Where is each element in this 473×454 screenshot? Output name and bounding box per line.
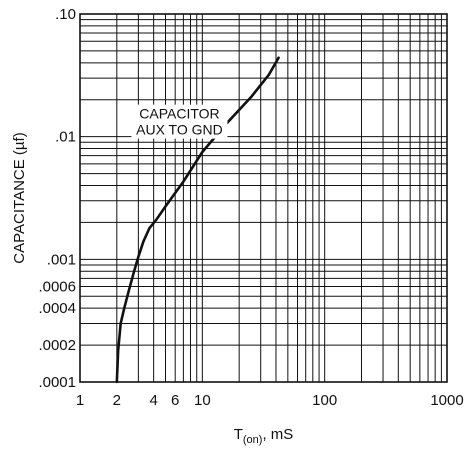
y-tick-label: .0002	[38, 337, 76, 354]
y-tick-label: .10	[55, 6, 76, 23]
annotation-line-2: AUX TO GND	[136, 122, 223, 138]
x-axis-label: T(on), mS	[234, 426, 294, 446]
annotation-line-1: CAPACITOR	[139, 106, 219, 122]
y-tick-label: .0004	[38, 300, 76, 317]
series-line	[115, 56, 280, 384]
x-tick-label: 1000	[430, 392, 463, 409]
x-axis-label-subscript: (on)	[243, 434, 263, 446]
y-tick-label: .001	[47, 251, 76, 268]
plot-frame	[79, 13, 448, 383]
x-axis-label-unit: , mS	[262, 426, 293, 443]
x-tick-label: 6	[171, 392, 179, 409]
y-tick-label: .0001	[38, 374, 76, 391]
y-axis-label: CAPACITANCE (µf)	[11, 132, 28, 263]
x-tick-label: 10	[194, 392, 211, 409]
x-tick-label: 1	[76, 392, 84, 409]
y-tick-label: .01	[55, 129, 76, 146]
x-tick-label: 2	[113, 392, 121, 409]
annotation-background	[131, 104, 228, 139]
x-axis-label-main: T	[234, 426, 243, 443]
x-tick-label: 100	[312, 392, 337, 409]
y-tick-label: .0006	[38, 279, 76, 296]
x-tick-label: 4	[149, 392, 157, 409]
